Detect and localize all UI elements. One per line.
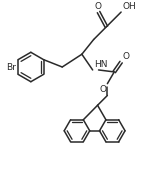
Text: O: O	[122, 52, 129, 61]
Text: HN: HN	[94, 60, 107, 69]
Text: Br: Br	[6, 62, 16, 72]
Text: O: O	[94, 2, 101, 11]
Text: OH: OH	[122, 2, 136, 11]
Text: O: O	[99, 85, 106, 94]
